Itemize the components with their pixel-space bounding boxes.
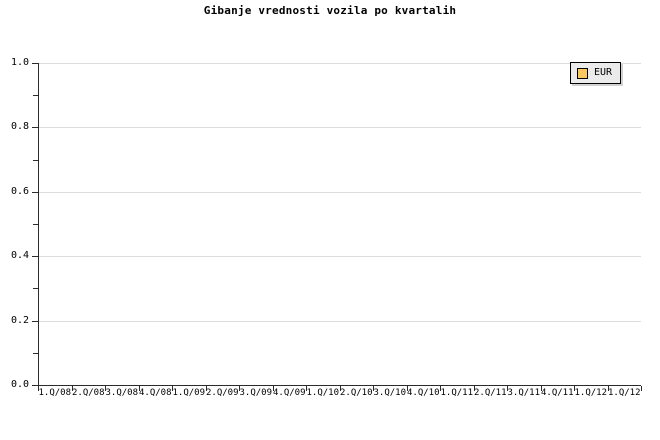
x-axis-tick-label: 3.Q/10: [373, 388, 406, 398]
x-axis-tick-label: 1.Q/10: [306, 388, 339, 398]
y-axis-tick-label: 0.0: [10, 379, 29, 390]
y-axis-tick: [32, 256, 38, 258]
gridline: [38, 191, 641, 193]
x-axis-tick: [608, 386, 609, 391]
y-axis-minor-tick: [33, 159, 38, 161]
x-axis-tick: [38, 386, 39, 391]
y-axis-tick: [32, 191, 38, 193]
x-axis-tick-label: 4.Q/10: [406, 388, 440, 398]
x-axis-tick: [541, 386, 542, 391]
x-axis-tick-label: 1.Q/12: [574, 388, 607, 398]
x-axis-tick: [172, 386, 173, 391]
x-axis-tick: [574, 386, 575, 391]
legend-item-label: EUR: [594, 67, 613, 78]
y-axis-tick: [32, 127, 38, 129]
x-axis-line: [38, 385, 641, 386]
y-axis-tick-label: 1.0: [10, 57, 29, 68]
x-axis-tick-label: 2.Q/10: [339, 388, 373, 398]
y-axis-line: [38, 63, 39, 386]
x-axis-tick: [239, 386, 240, 391]
x-axis-tick-label: 3.Q/11: [507, 388, 540, 398]
y-axis-minor-tick: [33, 95, 38, 97]
x-axis-tick: [139, 386, 140, 391]
plot-area: [38, 63, 641, 385]
x-axis-tick: [72, 386, 73, 391]
y-axis-minor-tick: [33, 224, 38, 225]
x-axis-tick: [507, 386, 508, 391]
x-axis-tick: [206, 386, 207, 391]
y-axis-tick-label: 0.6: [10, 185, 29, 197]
y-axis-minor-tick: [33, 352, 38, 354]
y-axis-tick-label: 0.8: [10, 121, 29, 133]
x-axis-tick: [273, 386, 274, 391]
x-axis-tick-label: 2.Q/08: [71, 388, 105, 398]
legend-swatch-icon: [577, 67, 588, 79]
x-axis-tick-label: 2.Q/11: [473, 388, 507, 398]
y-axis-tick: [32, 63, 38, 64]
x-axis-tick: [340, 386, 341, 391]
x-axis-tick-label: 1.Q/12: [607, 388, 641, 398]
gridline: [38, 127, 641, 129]
x-axis-tick-label: 4.Q/08: [138, 388, 172, 398]
y-axis-tick-label: 0.4: [10, 250, 29, 262]
x-axis-tick: [373, 386, 374, 391]
x-axis-tick-label: 2.Q/09: [205, 388, 239, 398]
y-axis-tick-label: 0.2: [10, 314, 29, 326]
chart-legend[interactable]: EUR: [570, 62, 622, 84]
x-axis-tick: [641, 386, 642, 391]
y-axis-minor-tick: [33, 288, 38, 290]
x-axis-tick-label: 1.Q/09: [172, 388, 205, 398]
gridline: [38, 256, 641, 258]
x-axis-tick: [105, 386, 106, 391]
x-axis-tick-label: 1.Q/11: [440, 388, 473, 398]
y-axis-tick: [32, 320, 38, 322]
chart-title: Gibanje vrednosti vozila po kvartalih: [203, 4, 457, 17]
x-axis-tick: [474, 386, 475, 391]
x-axis-tick-label: 1.Q/08: [38, 388, 71, 398]
x-axis-tick: [440, 386, 441, 391]
gridline: [38, 320, 641, 322]
x-axis-tick: [407, 386, 408, 391]
x-axis-tick-label: 4.Q/11: [540, 388, 574, 398]
x-axis-tick: [306, 386, 307, 391]
gridline: [38, 63, 641, 64]
y-axis-tick: [32, 385, 38, 386]
x-axis-tick-label: 3.Q/09: [239, 388, 272, 398]
x-axis-tick-label: 3.Q/08: [105, 388, 138, 398]
x-axis-tick-label: 4.Q/09: [272, 388, 306, 398]
